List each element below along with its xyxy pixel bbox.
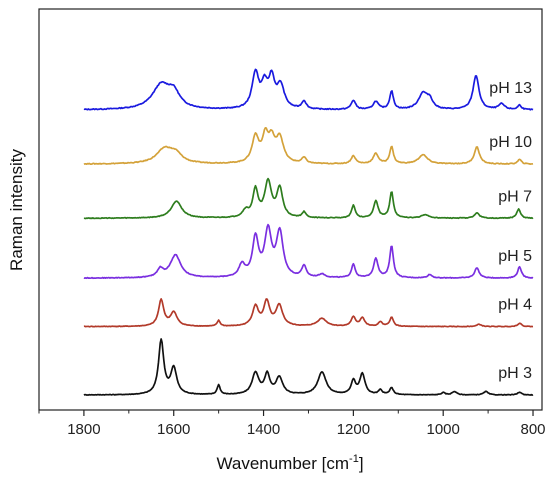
series-line-ph-5	[83, 223, 534, 280]
x-axis-title: Wavenumber [cm-1]	[216, 453, 363, 473]
series-line-ph-10	[83, 127, 534, 166]
series-label: pH 3	[498, 365, 532, 382]
x-tick-label: 1800	[67, 421, 100, 438]
series-line-ph-7	[83, 177, 534, 220]
series-line-ph-3	[83, 338, 534, 396]
series-layer	[83, 68, 534, 396]
series-label: pH 10	[489, 134, 532, 151]
series-line-ph-4	[83, 298, 534, 328]
plot-frame	[38, 8, 543, 411]
x-axis-ticks: 1800 1600 1400 1200 1000 800	[38, 410, 546, 438]
y-axis-title: Raman intensity	[7, 149, 26, 271]
x-tick-label: 1000	[427, 421, 460, 438]
x-tick-label: 1400	[247, 421, 280, 438]
series-line-ph-13	[83, 68, 534, 111]
x-tick-label: 800	[521, 421, 546, 438]
series-label: pH 13	[489, 80, 532, 97]
x-tick-label: 1600	[157, 421, 190, 438]
x-tick-label: 1200	[337, 421, 370, 438]
series-label: pH 5	[498, 248, 532, 265]
series-label: pH 4	[498, 297, 532, 314]
series-label: pH 7	[498, 188, 532, 205]
series-labels: pH 13 pH 10 pH 7 pH 5 pH 4 pH 3	[489, 80, 532, 382]
